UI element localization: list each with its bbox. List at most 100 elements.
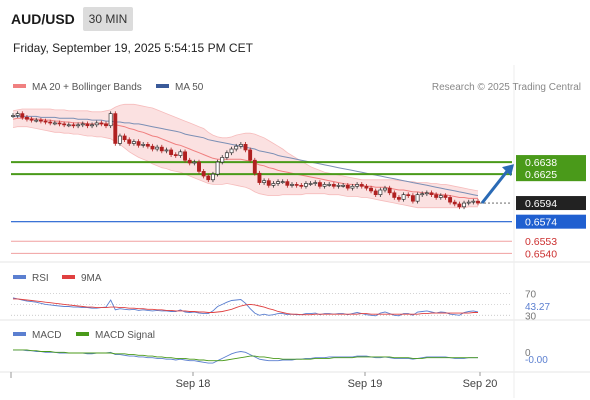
price-label: 0.6540	[525, 248, 557, 260]
candle	[197, 161, 201, 172]
candle	[52, 122, 57, 125]
candle	[48, 121, 53, 124]
candle	[443, 195, 448, 198]
candle	[322, 184, 327, 187]
timeframe-badge[interactable]: 30 MIN	[83, 7, 133, 31]
price-label: 0.6625	[525, 169, 557, 181]
legend-ma20: MA 20 + Bollinger Bands	[32, 82, 142, 93]
candle	[285, 181, 290, 186]
candle	[117, 135, 122, 144]
candle	[238, 144, 243, 147]
x-tick-label: Sep 20	[463, 378, 498, 390]
candle	[434, 194, 439, 198]
legend-rsi-ma: 9MA	[81, 273, 102, 284]
candle	[43, 120, 48, 123]
candle	[20, 113, 25, 118]
legend-swatch-rsi-ma	[62, 275, 75, 279]
candle	[113, 113, 118, 144]
candle	[378, 189, 383, 196]
legend-swatch-ma20	[13, 84, 26, 88]
candle	[62, 123, 67, 126]
ma20-line	[12, 117, 478, 199]
candle	[299, 184, 304, 187]
rsi-ma-line	[13, 298, 478, 316]
candle	[420, 193, 425, 196]
legend-swatch-ma50	[156, 84, 169, 88]
candle	[90, 124, 94, 127]
candle	[183, 151, 187, 161]
candle	[25, 117, 29, 120]
candle	[248, 149, 253, 161]
candle	[29, 118, 34, 121]
candle	[15, 113, 20, 116]
candle	[276, 181, 281, 184]
candle	[336, 184, 341, 187]
candle	[271, 183, 276, 186]
legend-macd-signal: MACD Signal	[95, 330, 155, 341]
rsi-value-label: 43.27	[525, 302, 550, 313]
candle	[192, 161, 197, 164]
candle	[304, 183, 308, 187]
candle	[401, 194, 406, 200]
rsi-level-label: 70	[525, 289, 537, 300]
candle	[38, 119, 43, 122]
candle	[457, 203, 462, 208]
candle	[211, 173, 215, 181]
candle	[159, 146, 164, 152]
candle	[206, 175, 211, 181]
macd-line	[13, 349, 478, 364]
projection-arrow-shaft	[480, 169, 510, 204]
candle	[331, 184, 336, 187]
candle	[131, 141, 136, 144]
legend-swatch-macd-signal	[76, 332, 89, 336]
candle	[173, 154, 178, 156]
candle	[308, 183, 313, 185]
candle	[387, 187, 392, 194]
candle	[448, 197, 453, 203]
datetime-label: Friday, September 19, 2025 5:54:15 PM CE…	[13, 41, 253, 55]
candle	[99, 122, 104, 125]
macd-signal-line	[13, 349, 478, 362]
candle	[471, 200, 476, 203]
candle	[104, 123, 108, 127]
candle	[364, 185, 369, 189]
candle	[243, 144, 248, 151]
candle	[262, 180, 267, 183]
candle	[150, 145, 155, 150]
symbol-title: AUD/USD	[11, 11, 75, 27]
candle	[229, 148, 234, 154]
candle	[122, 135, 127, 141]
candle	[452, 201, 457, 205]
candle	[66, 124, 71, 127]
bollinger-lower-line	[12, 126, 478, 209]
legend-macd: MACD	[32, 330, 61, 341]
bollinger-upper-line	[12, 103, 479, 192]
price-label-box	[516, 196, 586, 211]
candle	[424, 192, 429, 195]
candle	[410, 195, 415, 202]
candle	[76, 124, 81, 127]
candle	[341, 184, 346, 187]
candle	[57, 122, 62, 125]
candle	[187, 159, 192, 164]
candle	[383, 187, 387, 191]
price-label: 0.6638	[525, 157, 557, 169]
price-label-box	[516, 214, 586, 229]
candle	[355, 184, 360, 187]
x-tick-label: Sep 18	[176, 378, 211, 390]
candle	[220, 157, 225, 163]
price-label: 0.6594	[525, 198, 557, 210]
candle	[266, 180, 271, 186]
candle	[466, 201, 471, 204]
candle	[359, 184, 364, 187]
candle	[252, 159, 257, 174]
rsi-line	[12, 297, 479, 317]
candle	[94, 122, 99, 126]
candle	[373, 190, 378, 196]
bollinger-band	[13, 104, 478, 208]
candle	[234, 145, 239, 150]
candle	[215, 161, 220, 175]
candle	[350, 185, 355, 189]
candle	[462, 202, 467, 208]
